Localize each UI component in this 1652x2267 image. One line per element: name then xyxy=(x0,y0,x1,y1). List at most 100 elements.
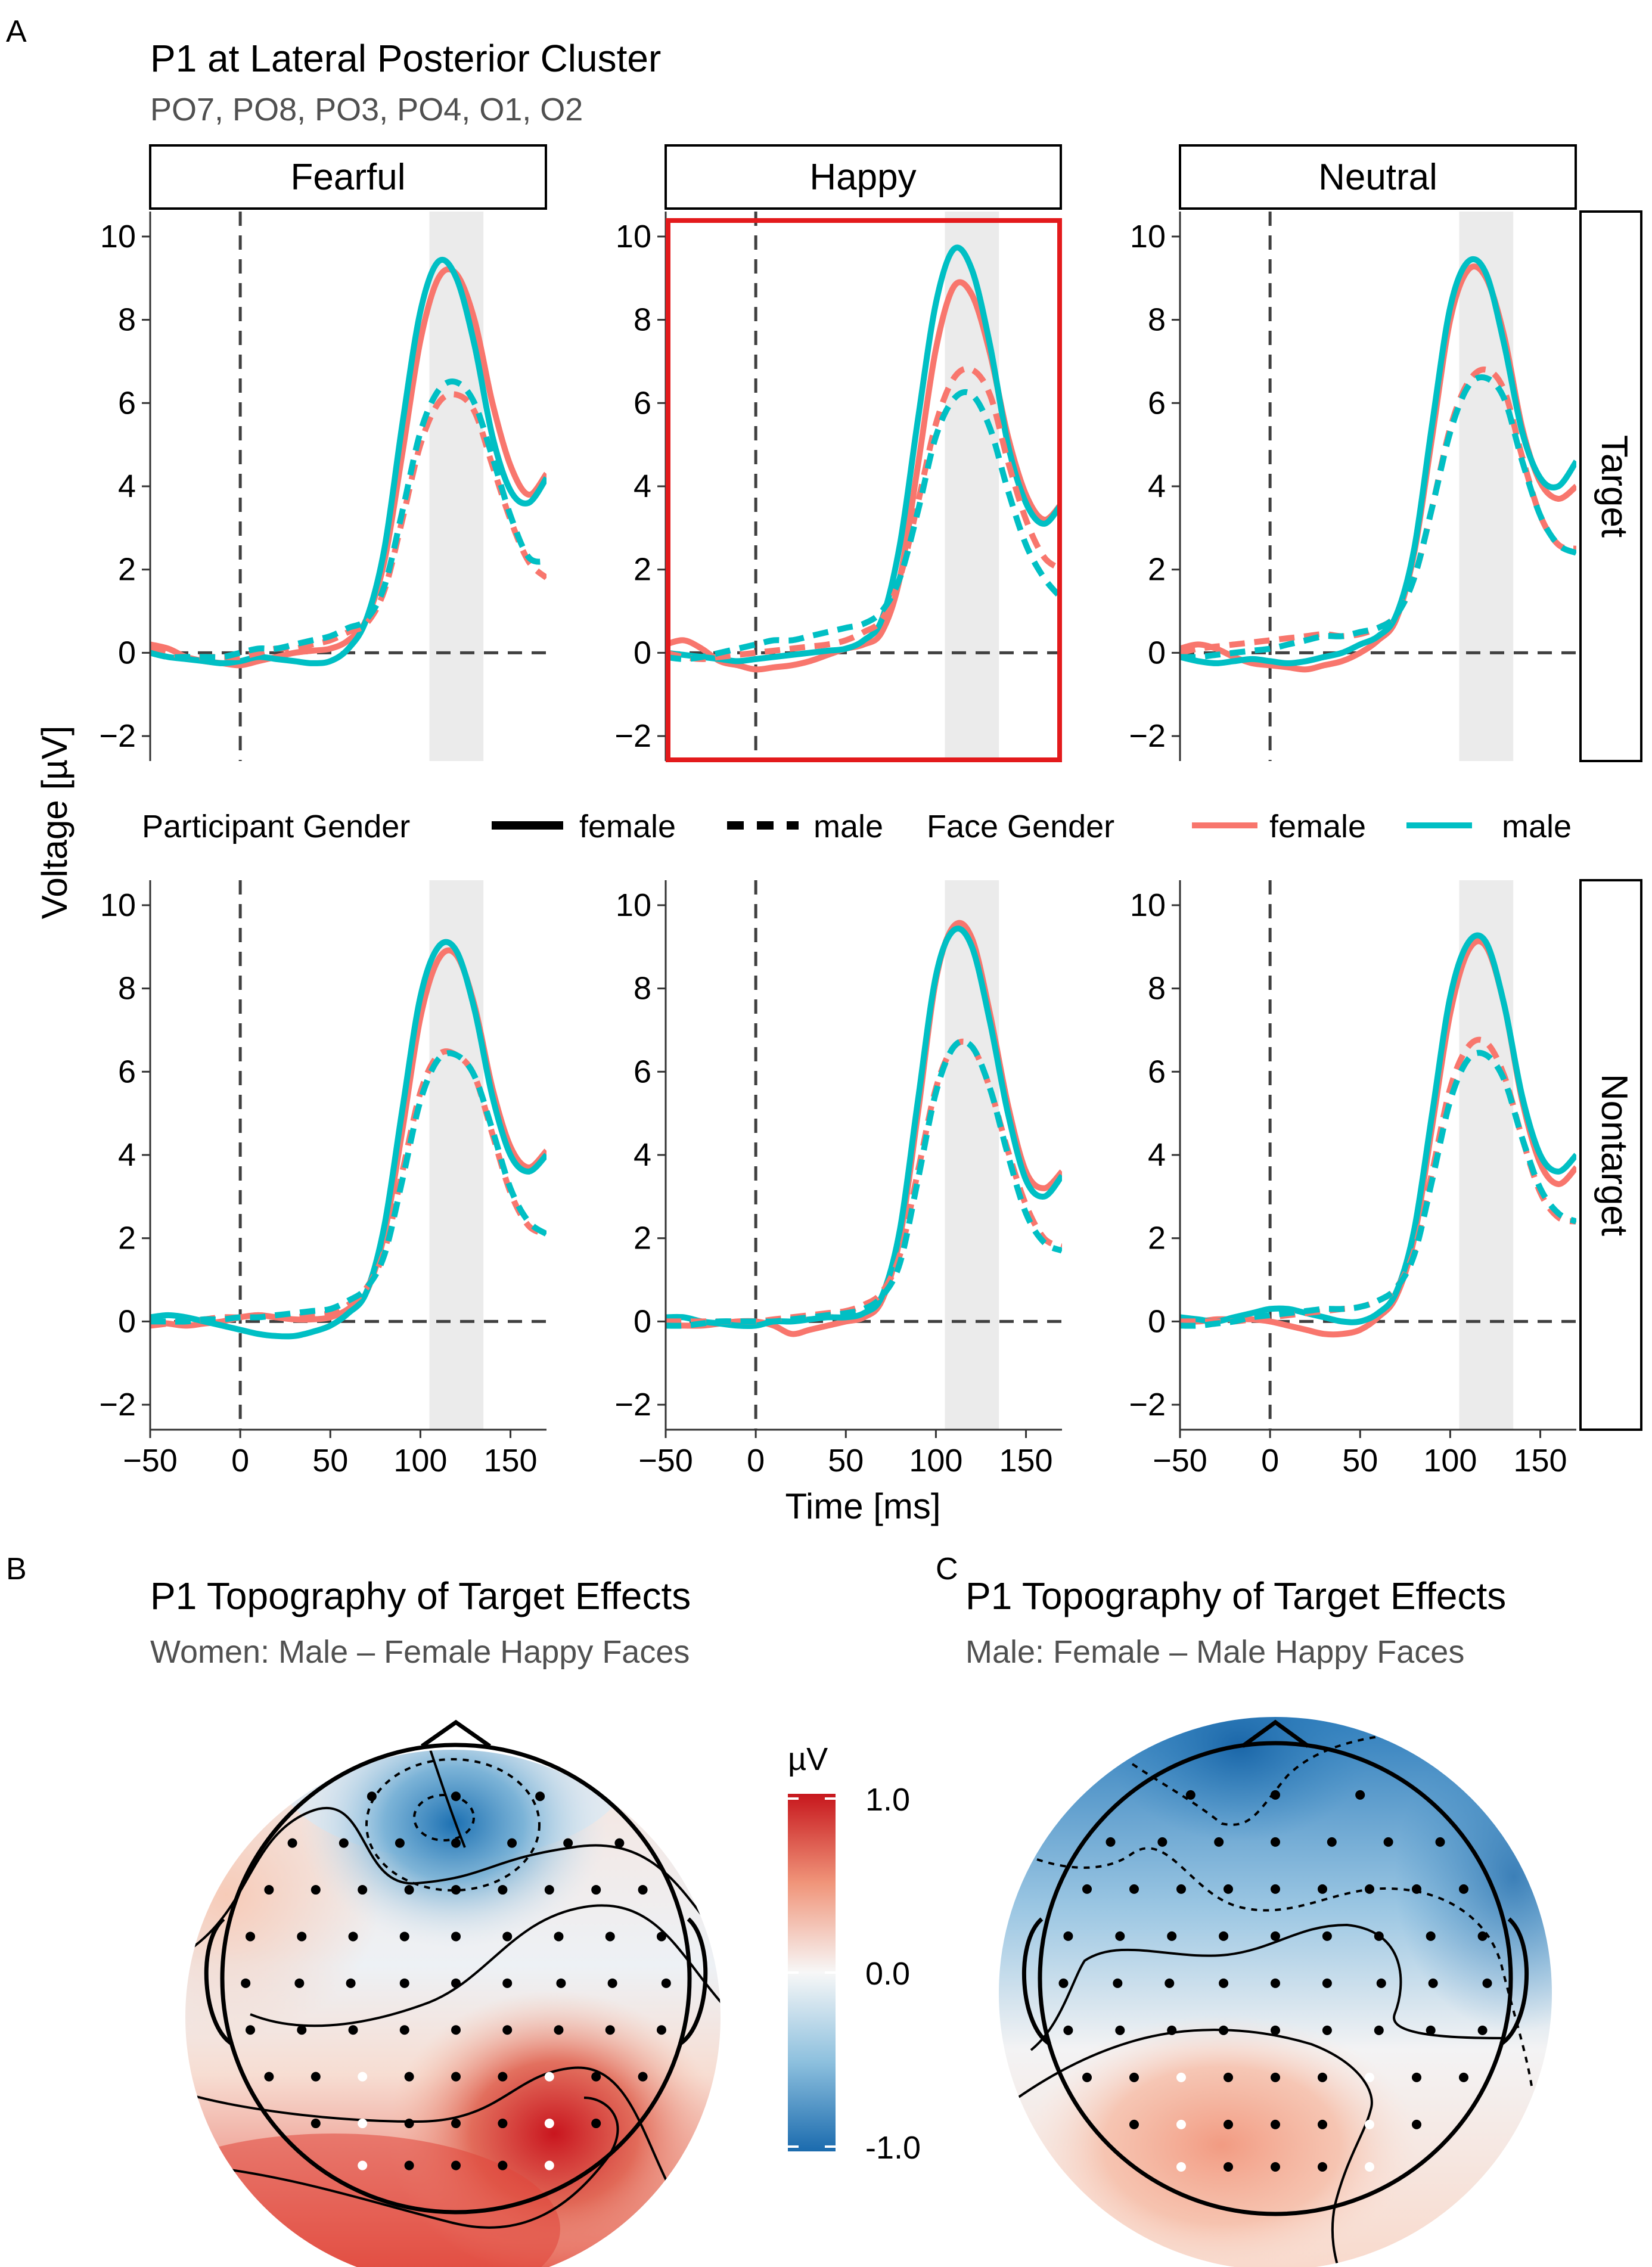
electrode xyxy=(1426,2025,1436,2035)
electrode xyxy=(1113,1978,1123,1988)
panel-b-title: P1 Topography of Target Effects xyxy=(150,1575,691,1617)
electrode xyxy=(1167,1931,1177,1941)
electrode xyxy=(498,1885,508,1895)
electrode xyxy=(591,1885,601,1895)
facet-strip-fearful: Fearful xyxy=(291,157,406,198)
facet-neutral-target xyxy=(1172,212,1576,761)
y-tick-label: −2 xyxy=(99,718,136,754)
series-male-participant-female-face xyxy=(150,1048,546,1329)
y-tick-label: 2 xyxy=(118,552,136,588)
highlight-box xyxy=(666,218,1062,762)
electrode xyxy=(502,1978,513,1988)
electrode xyxy=(1271,1837,1280,1847)
x-tick-label: 100 xyxy=(393,1443,447,1479)
electrode xyxy=(591,2072,601,2082)
electrode xyxy=(367,1791,377,1802)
y-tick-label: −2 xyxy=(99,1387,136,1423)
electrode xyxy=(264,2072,274,2082)
electrode xyxy=(310,2072,321,2082)
y-tick-label: 8 xyxy=(1148,971,1166,1007)
analysis-window xyxy=(429,212,484,761)
y-tick-label: 10 xyxy=(1130,887,1166,923)
panel-c-title: P1 Topography of Target Effects xyxy=(965,1575,1506,1617)
y-tick-label: 4 xyxy=(1148,468,1166,504)
y-tick-label: 2 xyxy=(1148,552,1166,588)
electrode xyxy=(1428,1978,1438,1988)
series-male-participant-male-face xyxy=(666,389,1062,662)
y-tick-label: 0 xyxy=(118,1303,136,1339)
electrode xyxy=(1224,2072,1233,2082)
electrode-highlight xyxy=(358,2072,368,2082)
electrode xyxy=(1271,1931,1280,1941)
electrode xyxy=(404,1885,414,1895)
y-tick-label: 0 xyxy=(634,635,651,670)
electrode xyxy=(638,2072,648,2082)
series-female-participant-female-face xyxy=(150,947,546,1329)
facet-fearful-nontarget xyxy=(142,880,546,1438)
electrode xyxy=(451,1978,461,1988)
electrode xyxy=(1176,1884,1186,1894)
electrode xyxy=(605,1931,615,1942)
analysis-window xyxy=(945,212,999,761)
y-tick-label: 0 xyxy=(1148,635,1166,670)
electrode xyxy=(1355,1790,1365,1800)
series-female-participant-male-face xyxy=(666,244,1062,664)
electrode xyxy=(404,2119,414,2129)
y-tick-label: 4 xyxy=(118,1137,136,1173)
panel-c-subtitle: Male: Female – Male Happy Faces xyxy=(965,1634,1464,1670)
series-female-participant-male-face xyxy=(150,939,546,1340)
y-tick-label: 0 xyxy=(1148,1303,1166,1339)
electrode xyxy=(1063,2025,1073,2035)
topomap-b xyxy=(184,1719,722,2267)
electrode xyxy=(1383,1837,1393,1847)
electrode xyxy=(535,1791,545,1802)
y-tick-label: 8 xyxy=(118,302,136,338)
electrode xyxy=(556,1978,566,1988)
electrode xyxy=(1374,2025,1384,2035)
colorbar-label: µV xyxy=(788,1741,828,1777)
electrodes-c xyxy=(1058,1790,1492,2172)
y-tick-label: 10 xyxy=(1130,219,1166,254)
electrode xyxy=(1322,1978,1332,1988)
x-tick-label: 0 xyxy=(231,1443,249,1479)
electrode xyxy=(1082,1884,1092,1894)
electrode xyxy=(1477,2025,1488,2035)
legend: Participant Gender female male Face Gend… xyxy=(142,809,1572,844)
electrode xyxy=(554,2025,564,2035)
x-tick-label: 100 xyxy=(909,1443,962,1479)
y-tick-label: 0 xyxy=(118,635,136,670)
y-tick-label: 8 xyxy=(634,971,651,1007)
topomap-c xyxy=(998,1716,1553,2267)
y-tick-label: 8 xyxy=(118,971,136,1007)
electrode xyxy=(294,1978,305,1988)
facet-row-strips: Target Nontarget xyxy=(1579,210,1642,1431)
legend-participant-title: Participant Gender xyxy=(142,809,410,844)
panel-label-a: A xyxy=(6,14,27,49)
electrode xyxy=(1129,1884,1139,1894)
electrode-highlight xyxy=(1365,2119,1374,2129)
electrode xyxy=(1165,1978,1175,1988)
electrode-highlight xyxy=(1176,2162,1186,2172)
electrode xyxy=(404,2160,414,2170)
series-female-participant-female-face xyxy=(1180,938,1576,1338)
electrode-highlight xyxy=(1176,2119,1186,2129)
electrode xyxy=(451,1931,461,1942)
colorbar-tick-min: -1.0 xyxy=(865,2130,921,2166)
y-tick-label: −2 xyxy=(614,718,651,754)
x-tick-label: −50 xyxy=(1153,1443,1207,1479)
y-tick-label: 6 xyxy=(1148,1054,1166,1089)
y-tick-label: 6 xyxy=(634,1054,651,1089)
legend-participant-female: female xyxy=(579,809,676,844)
electrode xyxy=(1374,1931,1384,1941)
electrode xyxy=(544,1885,554,1895)
electrode xyxy=(346,1978,356,1988)
electrode-highlight xyxy=(358,2160,368,2170)
series-female-participant-female-face xyxy=(1180,263,1576,673)
panel-a-title: P1 at Lateral Posterior Cluster xyxy=(150,37,661,80)
series-male-participant-male-face xyxy=(1180,1049,1576,1329)
facet-strip-nontarget: Nontarget xyxy=(1594,1074,1635,1236)
electrode xyxy=(451,1838,461,1848)
series-female-participant-male-face xyxy=(150,257,546,666)
y-tick-label: 6 xyxy=(634,385,651,421)
electrode xyxy=(1271,1884,1280,1894)
